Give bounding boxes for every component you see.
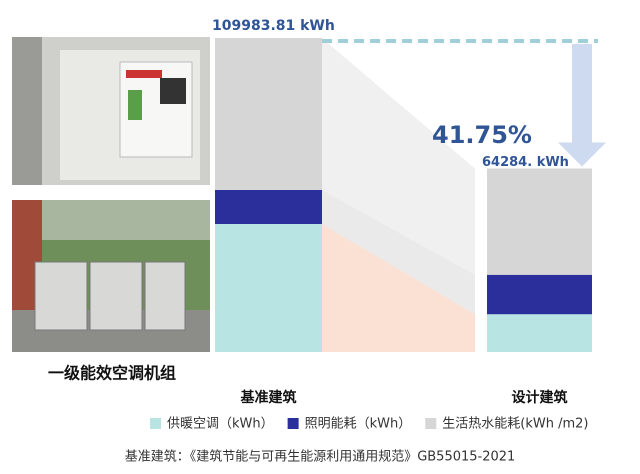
reduction-arrow: [558, 44, 606, 167]
bar-segment: [215, 190, 322, 225]
caption: 一级能效空调机组: [48, 364, 176, 383]
legend-swatch: [150, 418, 161, 429]
photo-label-unit: [12, 37, 210, 185]
legend-label: 生活热水能耗(kWh /m2): [442, 417, 588, 432]
legend-swatch: [425, 418, 437, 429]
bar-segment: [215, 38, 322, 191]
legend-label: 供暖空调（kWh）: [167, 417, 274, 432]
flow-band: [322, 38, 475, 275]
bar-segment: [487, 168, 592, 275]
legend-swatch: [287, 418, 299, 429]
x-tick-label: 基准建筑: [241, 389, 297, 406]
flow-band: [322, 190, 475, 315]
photo-outdoor-units: [12, 200, 210, 352]
footnote: 基准建筑：《建筑节能与可再生能源利用通用规范》GB55015-2021: [125, 449, 516, 465]
total-label: 64284. kWh: [482, 155, 569, 170]
total-label: 109983.81 kWh: [212, 18, 335, 34]
legend-label: 照明能耗（kWh）: [305, 417, 412, 432]
reduction-label: 41.75%: [432, 121, 532, 149]
bar-segment: [487, 274, 592, 315]
bar-segment: [487, 314, 592, 352]
bar-segment: [215, 224, 322, 352]
flow-band: [322, 224, 475, 352]
x-tick-label: 设计建筑: [512, 389, 568, 406]
